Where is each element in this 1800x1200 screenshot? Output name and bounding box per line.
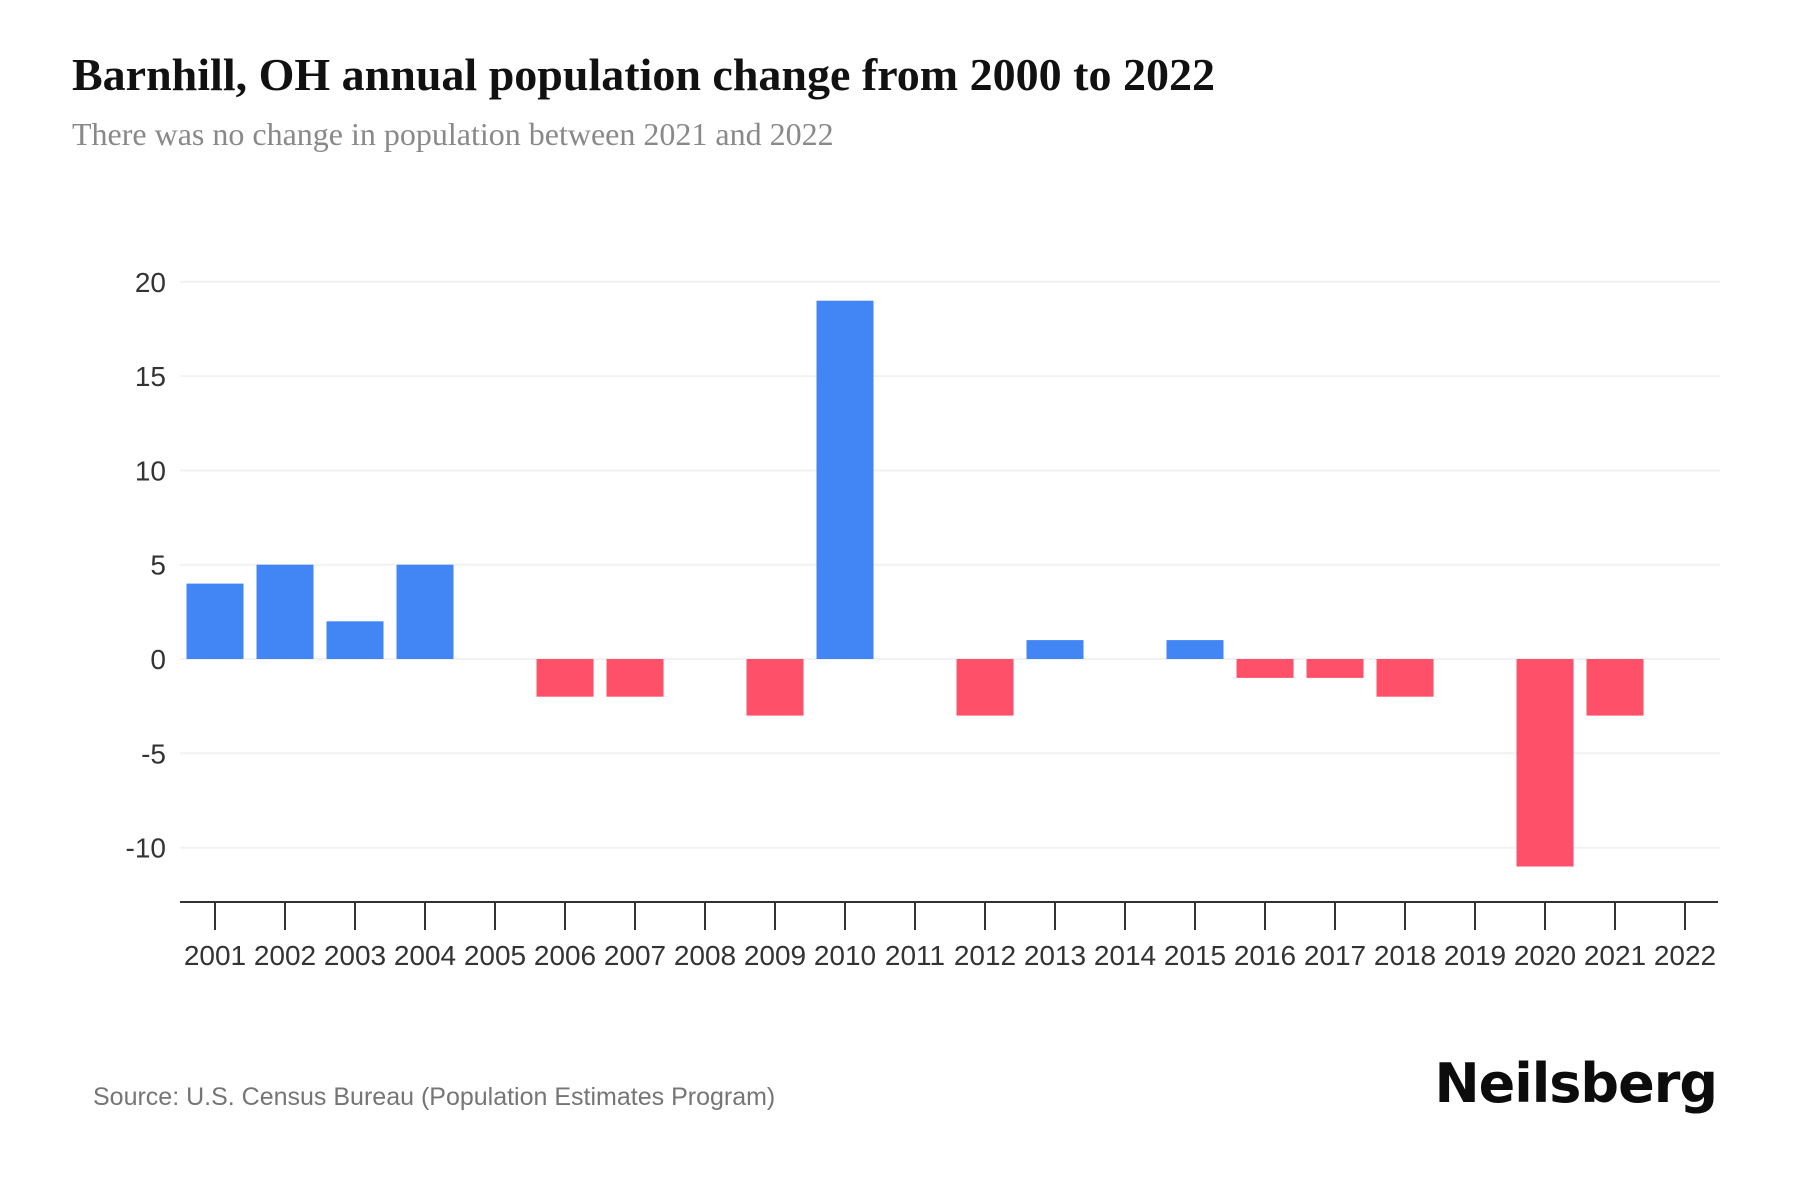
x-tick-label-2009: 2009 <box>744 940 806 971</box>
x-tick-label-2003: 2003 <box>324 940 386 971</box>
y-tick-label--5: -5 <box>141 738 166 769</box>
bar-2010 <box>816 300 874 659</box>
x-tick-label-2007: 2007 <box>604 940 666 971</box>
y-tick-label-10: 10 <box>135 455 166 486</box>
x-tick-label-2018: 2018 <box>1374 940 1436 971</box>
bar-2007 <box>606 659 664 697</box>
brand-logo: Neilsberg <box>1434 1052 1718 1115</box>
chart-subtitle: There was no change in population betwee… <box>72 116 834 152</box>
chart-title: Barnhill, OH annual population change fr… <box>72 49 1215 100</box>
bar-2015 <box>1166 640 1224 659</box>
x-tick-label-2006: 2006 <box>534 940 596 971</box>
x-tick-label-2013: 2013 <box>1024 940 1086 971</box>
x-tick-label-2020: 2020 <box>1514 940 1576 971</box>
x-tick-label-2019: 2019 <box>1444 940 1506 971</box>
x-tick-label-2004: 2004 <box>394 940 456 971</box>
bar-2001 <box>186 583 244 659</box>
y-tick-label-5: 5 <box>150 550 166 581</box>
x-tick-label-2011: 2011 <box>885 940 945 971</box>
source-note: Source: U.S. Census Bureau (Population E… <box>93 1083 776 1111</box>
bar-2016 <box>1236 659 1294 678</box>
bar-2006 <box>536 659 594 697</box>
x-tick-label-2008: 2008 <box>674 940 736 971</box>
x-tick-label-2016: 2016 <box>1234 940 1296 971</box>
y-tick-label-15: 15 <box>135 361 166 392</box>
x-tick-label-2001: 2001 <box>184 940 246 971</box>
x-tick-label-2021: 2021 <box>1584 940 1646 971</box>
y-tick-label--10: -10 <box>126 833 166 864</box>
x-tick-label-2014: 2014 <box>1094 940 1156 971</box>
bar-2003 <box>326 621 384 659</box>
x-tick-label-2015: 2015 <box>1164 940 1226 971</box>
bar-2013 <box>1026 640 1084 659</box>
bar-2018 <box>1376 659 1434 697</box>
y-tick-label-20: 20 <box>135 267 166 298</box>
bar-2009 <box>746 659 804 716</box>
x-tick-label-2012: 2012 <box>954 940 1016 971</box>
y-tick-label-0: 0 <box>150 644 166 675</box>
x-tick-label-2017: 2017 <box>1304 940 1366 971</box>
x-tick-label-2005: 2005 <box>464 940 526 971</box>
bar-2004 <box>396 564 454 659</box>
bar-2020 <box>1516 659 1574 867</box>
x-tick-label-2002: 2002 <box>254 940 316 971</box>
x-tick-label-2022: 2022 <box>1654 940 1716 971</box>
x-tick-label-2010: 2010 <box>814 940 876 971</box>
bar-2017 <box>1306 659 1364 678</box>
bar-2012 <box>956 659 1014 716</box>
bar-2021 <box>1586 659 1644 716</box>
bar-2002 <box>256 564 314 659</box>
